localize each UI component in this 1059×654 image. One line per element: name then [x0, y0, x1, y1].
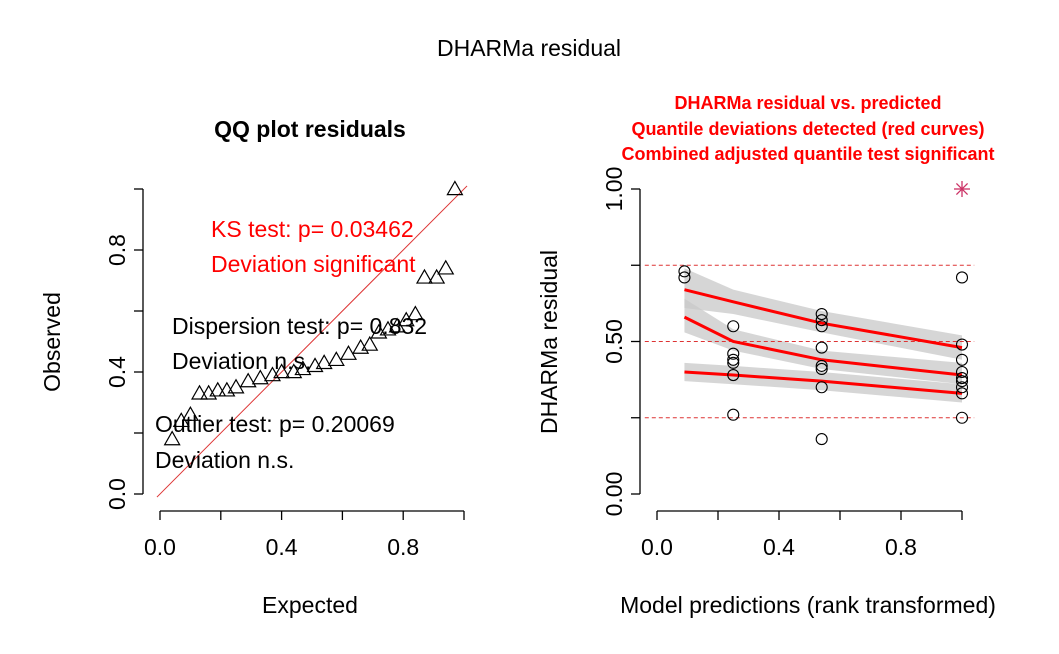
- residual-point: [815, 314, 828, 327]
- qq-point-triangle: [209, 381, 227, 397]
- qq-point-triangle: [406, 305, 424, 321]
- identity-line: [156, 185, 468, 498]
- residual-point: [678, 271, 691, 284]
- outlier-stroke: [955, 182, 969, 196]
- residual-point: [727, 368, 740, 382]
- qq-point-triangle: [181, 405, 199, 421]
- rp-points: [678, 181, 970, 446]
- quantile-curve-0.25: [684, 370, 963, 395]
- qq-axes: 0.0 0.4 0.8 0.0 0.4 0.8: [104, 188, 465, 560]
- rp-title-line-1: DHARMa residual vs. predicted: [674, 93, 941, 113]
- ks-test-label: KS test: p= 0.03462: [211, 216, 414, 242]
- qq-point-triangle: [163, 430, 181, 446]
- rp-axes: 0.0 0.4 0.8 0.00 0.50 1.00: [601, 167, 963, 560]
- quantile-regression-curves: [683, 288, 963, 395]
- residual-point: [815, 381, 828, 394]
- qq-point-triangle: [227, 378, 245, 394]
- ylabel-dharma-residual: DHARMa residual: [536, 250, 562, 434]
- qq-y-tick-label: 0.0: [104, 478, 130, 510]
- residual-point: [727, 353, 740, 366]
- qq-point-triangle: [190, 384, 209, 400]
- qq-point-triangle: [251, 369, 269, 385]
- residual-point: [815, 307, 828, 321]
- qq-point-triangle: [428, 268, 446, 284]
- residual-point: [815, 320, 828, 333]
- residual-point: [727, 408, 740, 421]
- outlier-test-label: Outlier test: p= 0.20069: [155, 411, 395, 437]
- qq-point-triangle: [294, 360, 312, 376]
- qq-point-triangle: [327, 351, 345, 367]
- qq-plot-title: QQ plot residuals: [214, 116, 406, 142]
- rp-y-tick-label: 1.00: [601, 167, 627, 212]
- residual-point: [727, 320, 740, 333]
- rp-y-tick-label: 0.50: [601, 319, 627, 364]
- qq-x-tick-label: 0.0: [144, 534, 176, 560]
- residual-point: [955, 411, 969, 424]
- rp-x-tick-label: 0.0: [641, 534, 673, 560]
- residual-vs-predicted-panel: DHARMa residual vs. predicted Quantile d…: [536, 93, 996, 618]
- rp-x-tick-label: 0.4: [763, 534, 795, 560]
- dispersion-result-label: Deviation n.s.: [172, 348, 311, 374]
- figure-title: DHARMa residual: [437, 35, 621, 61]
- qq-point-triangle: [352, 338, 370, 354]
- qq-x-tick-label: 0.4: [266, 534, 298, 560]
- qq-point-triangle: [315, 354, 333, 370]
- ylabel-observed: Observed: [39, 292, 65, 392]
- qq-x-tick-label: 0.8: [387, 534, 419, 560]
- xlabel-model-predictions: Model predictions (rank transformed): [620, 592, 996, 618]
- rp-title-line-3: Combined adjusted quantile test signific…: [621, 144, 994, 164]
- quantile-curve-0.5: [683, 315, 963, 377]
- quantile-curve-0.75: [684, 288, 963, 350]
- residual-point: [955, 375, 969, 388]
- residual-point: [955, 353, 969, 366]
- qq-point-triangle: [446, 180, 464, 196]
- qq-point-triangle: [339, 344, 358, 360]
- qq-y-tick-label: 0.8: [104, 234, 130, 266]
- outlier-result-label: Deviation n.s.: [155, 447, 294, 473]
- qq-y-tick-label: 0.4: [104, 356, 130, 388]
- quantile-band-0.5: [684, 298, 962, 385]
- rp-title-line-2: Quantile deviations detected (red curves…: [631, 119, 984, 139]
- rp-x-tick-label: 0.8: [885, 534, 917, 560]
- qq-point-triangle: [415, 268, 434, 284]
- residual-point: [955, 338, 969, 351]
- residual-point: [815, 362, 828, 376]
- residual-point: [815, 359, 828, 372]
- dispersion-test-label: Dispersion test: p= 0.832: [172, 313, 427, 339]
- qq-reference-line: [156, 185, 468, 498]
- residual-point: [815, 433, 828, 446]
- residual-point: [955, 365, 969, 379]
- qq-points: [163, 180, 464, 446]
- residual-point: [955, 387, 969, 400]
- xlabel-expected: Expected: [262, 592, 358, 618]
- residual-point: [955, 381, 969, 394]
- residual-point: [678, 265, 691, 278]
- residual-point: [815, 341, 828, 354]
- rp-y-tick-label: 0.00: [601, 472, 627, 517]
- qq-point-triangle: [239, 372, 257, 388]
- residual-point: [727, 347, 740, 360]
- residual-point: [955, 372, 969, 385]
- qq-point-triangle: [437, 259, 455, 275]
- qq-point-triangle: [361, 335, 379, 351]
- outlier-point-star: [954, 181, 970, 197]
- residual-point: [955, 271, 969, 284]
- qq-plot-panel: QQ plot residuals 0.0 0.4 0.8 0.0 0.4 0.8 Exp…: [39, 116, 468, 618]
- residual-point: [727, 356, 740, 369]
- ks-result-label: Deviation significant: [211, 251, 416, 277]
- qq-point-triangle: [273, 363, 291, 379]
